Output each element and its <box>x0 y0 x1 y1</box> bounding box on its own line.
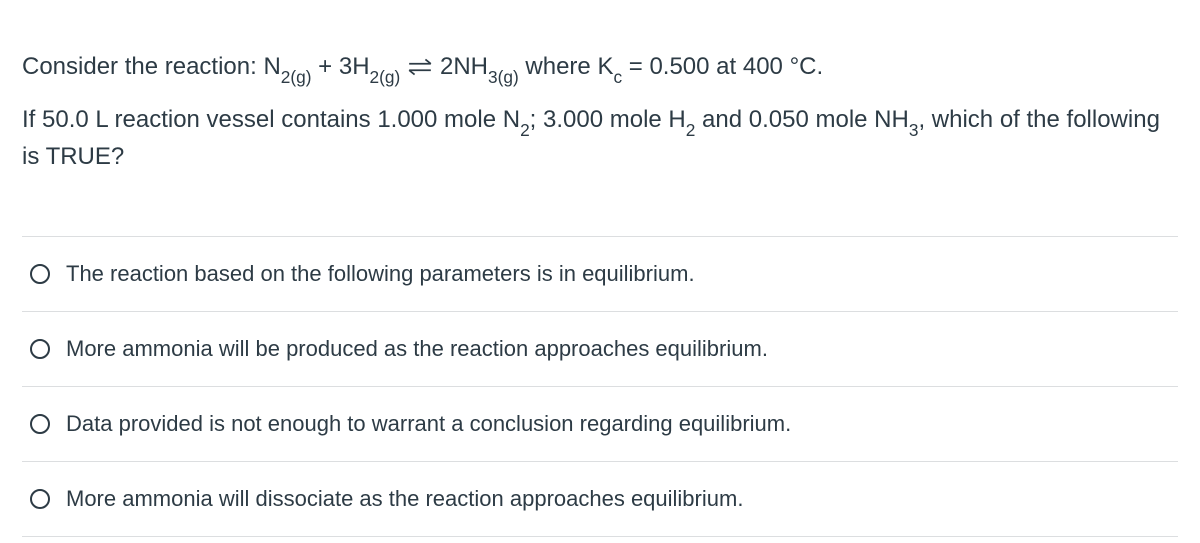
subscript: 2 <box>520 120 530 140</box>
radio-icon[interactable] <box>30 414 50 434</box>
subscript: c <box>613 67 622 87</box>
text: ; 3.000 mole H <box>530 106 686 133</box>
option-row[interactable]: More ammonia will dissociate as the reac… <box>22 462 1178 537</box>
options-list: The reaction based on the following para… <box>22 236 1178 537</box>
subscript: 3(g) <box>488 67 519 87</box>
radio-icon[interactable] <box>30 264 50 284</box>
radio-icon[interactable] <box>30 489 50 509</box>
option-label: Data provided is not enough to warrant a… <box>66 411 791 437</box>
equilibrium-arrows-icon <box>407 56 433 80</box>
radio-icon[interactable] <box>30 339 50 359</box>
text <box>400 53 407 80</box>
subscript: 2(g) <box>281 67 312 87</box>
option-label: The reaction based on the following para… <box>66 261 695 287</box>
subscript: 3 <box>909 120 919 140</box>
option-label: More ammonia will be produced as the rea… <box>66 336 768 362</box>
question-stem: Consider the reaction: N2(g) + 3H2(g) 2N… <box>22 48 1178 176</box>
text: = 0.500 at 400 °C. <box>622 53 823 80</box>
option-row[interactable]: More ammonia will be produced as the rea… <box>22 312 1178 387</box>
question-container: Consider the reaction: N2(g) + 3H2(g) 2N… <box>0 0 1200 537</box>
stem-line-2: If 50.0 L reaction vessel contains 1.000… <box>22 101 1178 175</box>
text: where K <box>519 53 614 80</box>
subscript: 2(g) <box>370 67 401 87</box>
text: + 3H <box>312 53 370 80</box>
subscript: 2 <box>686 120 696 140</box>
option-row[interactable]: The reaction based on the following para… <box>22 237 1178 312</box>
option-label: More ammonia will dissociate as the reac… <box>66 486 743 512</box>
text: 2NH <box>433 53 488 80</box>
text: If 50.0 L reaction vessel contains 1.000… <box>22 106 520 133</box>
stem-line-1: Consider the reaction: N2(g) + 3H2(g) 2N… <box>22 48 1178 85</box>
option-row[interactable]: Data provided is not enough to warrant a… <box>22 387 1178 462</box>
text: Consider the reaction: N <box>22 53 281 80</box>
text: and 0.050 mole NH <box>695 106 908 133</box>
